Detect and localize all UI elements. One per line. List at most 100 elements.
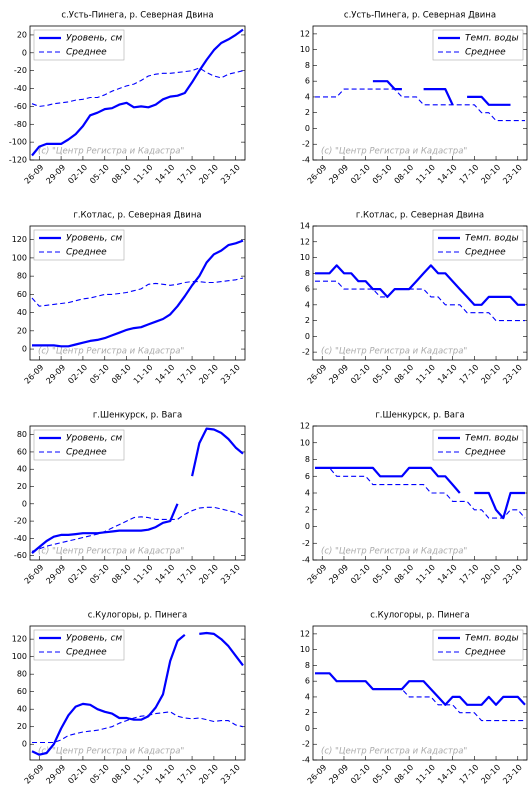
x-tick-label: 20-10 bbox=[197, 563, 220, 586]
series-line bbox=[32, 239, 244, 348]
y-tick-label: -80 bbox=[14, 120, 27, 129]
series-line bbox=[31, 277, 244, 307]
x-tick-label: 17-10 bbox=[175, 363, 198, 386]
y-tick-label: 60 bbox=[17, 687, 27, 696]
chart-title: с.Кулогоры, р. Пинега bbox=[88, 611, 187, 621]
x-tick-label: 17-10 bbox=[175, 763, 198, 786]
x-tick-label: 26-09 bbox=[23, 163, 46, 186]
y-tick-label: -40 bbox=[14, 84, 27, 93]
legend-box bbox=[432, 629, 524, 661]
x-tick-label: 26-09 bbox=[306, 163, 329, 186]
legend-label: Среднее bbox=[66, 248, 107, 258]
x-tick-label: 02-10 bbox=[66, 763, 89, 786]
panel: с.Усть-Пинега, р. Северная Двина -4 -2 0 2 4 6… bbox=[300, 11, 528, 186]
plot-frame bbox=[312, 425, 528, 561]
x-tick-label: 14-10 bbox=[154, 763, 177, 786]
y-tick-label: 8 bbox=[305, 269, 310, 278]
x-tick-label: 02-10 bbox=[66, 363, 89, 386]
x-tick-label: 08-10 bbox=[393, 363, 416, 386]
y-tick-label: 20 bbox=[17, 30, 27, 39]
watermark: (c) "Центр Регистра и Кадастра" bbox=[321, 147, 467, 157]
y-tick-label: 4 bbox=[305, 300, 310, 309]
series-line bbox=[372, 80, 511, 106]
legend-label: Среднее bbox=[465, 648, 506, 658]
legend-box bbox=[33, 29, 125, 61]
y-tick-label: -4 bbox=[302, 156, 310, 165]
plot-frame bbox=[312, 225, 528, 361]
panel: г.Шенкурск, р. Вага -4 -2 0 2 4 6 8 10 12 26-0929-… bbox=[300, 411, 528, 586]
y-tick-label: -2 bbox=[302, 140, 310, 149]
x-tick-label: 08-10 bbox=[110, 163, 133, 186]
y-tick-label: -40 bbox=[14, 534, 27, 543]
series-line bbox=[315, 264, 525, 306]
x-tick-label: 11-10 bbox=[132, 763, 155, 786]
chart-title: с.Кулогоры, р. Пинега bbox=[370, 611, 469, 621]
series-line bbox=[315, 672, 526, 706]
legend-label: Темп. воды bbox=[465, 434, 519, 444]
series-line bbox=[31, 631, 244, 756]
legend-label: Среднее bbox=[66, 648, 107, 658]
x-tick-label: 29-09 bbox=[327, 563, 350, 586]
panel: г.Котлас, р. Северная Двина -2 0 2 4 6 8 10 12 14… bbox=[300, 211, 528, 386]
legend: Темп. воды Среднее bbox=[432, 229, 524, 261]
y-tick-label: 0 bbox=[305, 724, 310, 733]
plot-frame bbox=[29, 25, 246, 161]
y-tick-label: 10 bbox=[300, 45, 310, 54]
series-line bbox=[315, 280, 525, 322]
x-tick-label: 20-10 bbox=[197, 163, 220, 186]
y-tick-label: 20 bbox=[17, 722, 27, 731]
x-tick-label: 05-10 bbox=[88, 363, 111, 386]
y-tick-label: -120 bbox=[9, 156, 27, 165]
y-tick-label: 4 bbox=[305, 92, 310, 101]
x-tick-label: 02-10 bbox=[349, 163, 372, 186]
y-tick-label: 8 bbox=[305, 455, 310, 464]
y-tick-label: 2 bbox=[305, 108, 310, 117]
watermark: (c) "Центр Регистра и Кадастра" bbox=[321, 547, 467, 557]
x-tick-label: 26-09 bbox=[23, 763, 46, 786]
series-line bbox=[31, 28, 244, 157]
x-tick-label: 14-10 bbox=[154, 163, 177, 186]
x-tick-label: 14-10 bbox=[436, 563, 459, 586]
legend: Уровень, см Среднее bbox=[33, 629, 125, 661]
y-tick-label: 40 bbox=[17, 308, 27, 317]
x-tick-label: 11-10 bbox=[132, 363, 155, 386]
y-tick-label: 40 bbox=[17, 705, 27, 714]
x-tick-label: 14-10 bbox=[154, 563, 177, 586]
y-tick-label: 8 bbox=[305, 61, 310, 70]
x-tick-label: 23-10 bbox=[501, 163, 524, 186]
y-tick-label: 12 bbox=[300, 422, 310, 431]
y-tick-label: 120 bbox=[12, 235, 27, 244]
series-line bbox=[31, 427, 244, 554]
panel: с.Кулогоры, р. Пинега-4-202468101226-092… bbox=[300, 611, 528, 786]
y-tick-label: 6 bbox=[305, 285, 310, 294]
watermark: (c) "Центр Регистра и Кадастра" bbox=[321, 747, 467, 757]
y-tick-label: 80 bbox=[17, 670, 27, 679]
y-tick-label: 40 bbox=[17, 465, 27, 474]
y-tick-label: -4 bbox=[302, 756, 310, 765]
x-tick-label: 23-10 bbox=[219, 563, 242, 586]
y-tick-label: 6 bbox=[305, 677, 310, 686]
y-tick-label: -60 bbox=[14, 102, 27, 111]
legend: Уровень, см Среднее bbox=[33, 429, 125, 461]
x-tick-label: 17-10 bbox=[458, 163, 481, 186]
y-tick-label: 6 bbox=[305, 472, 310, 481]
x-tick-label: 20-10 bbox=[479, 163, 502, 186]
x-tick-label: 20-10 bbox=[479, 563, 502, 586]
watermark: (c) "Центр Регистра и Кадастра" bbox=[38, 747, 184, 757]
x-tick-label: 23-10 bbox=[219, 763, 242, 786]
legend-box bbox=[432, 429, 524, 461]
x-tick-label: 29-09 bbox=[44, 163, 67, 186]
legend-label: Темп. воды bbox=[465, 34, 519, 44]
x-tick-label: 26-09 bbox=[23, 363, 46, 386]
x-tick-label: 05-10 bbox=[371, 563, 394, 586]
series-line bbox=[31, 506, 244, 552]
x-tick-label: 08-10 bbox=[393, 763, 416, 786]
y-tick-label: 12 bbox=[300, 237, 310, 246]
x-tick-label: 29-09 bbox=[327, 363, 350, 386]
x-tick-label: 20-10 bbox=[479, 363, 502, 386]
y-tick-label: 0 bbox=[305, 124, 310, 133]
x-tick-label: 08-10 bbox=[110, 763, 133, 786]
series-line bbox=[315, 672, 525, 722]
y-tick-label: 10 bbox=[300, 645, 310, 654]
y-tick-label: 80 bbox=[17, 430, 27, 439]
